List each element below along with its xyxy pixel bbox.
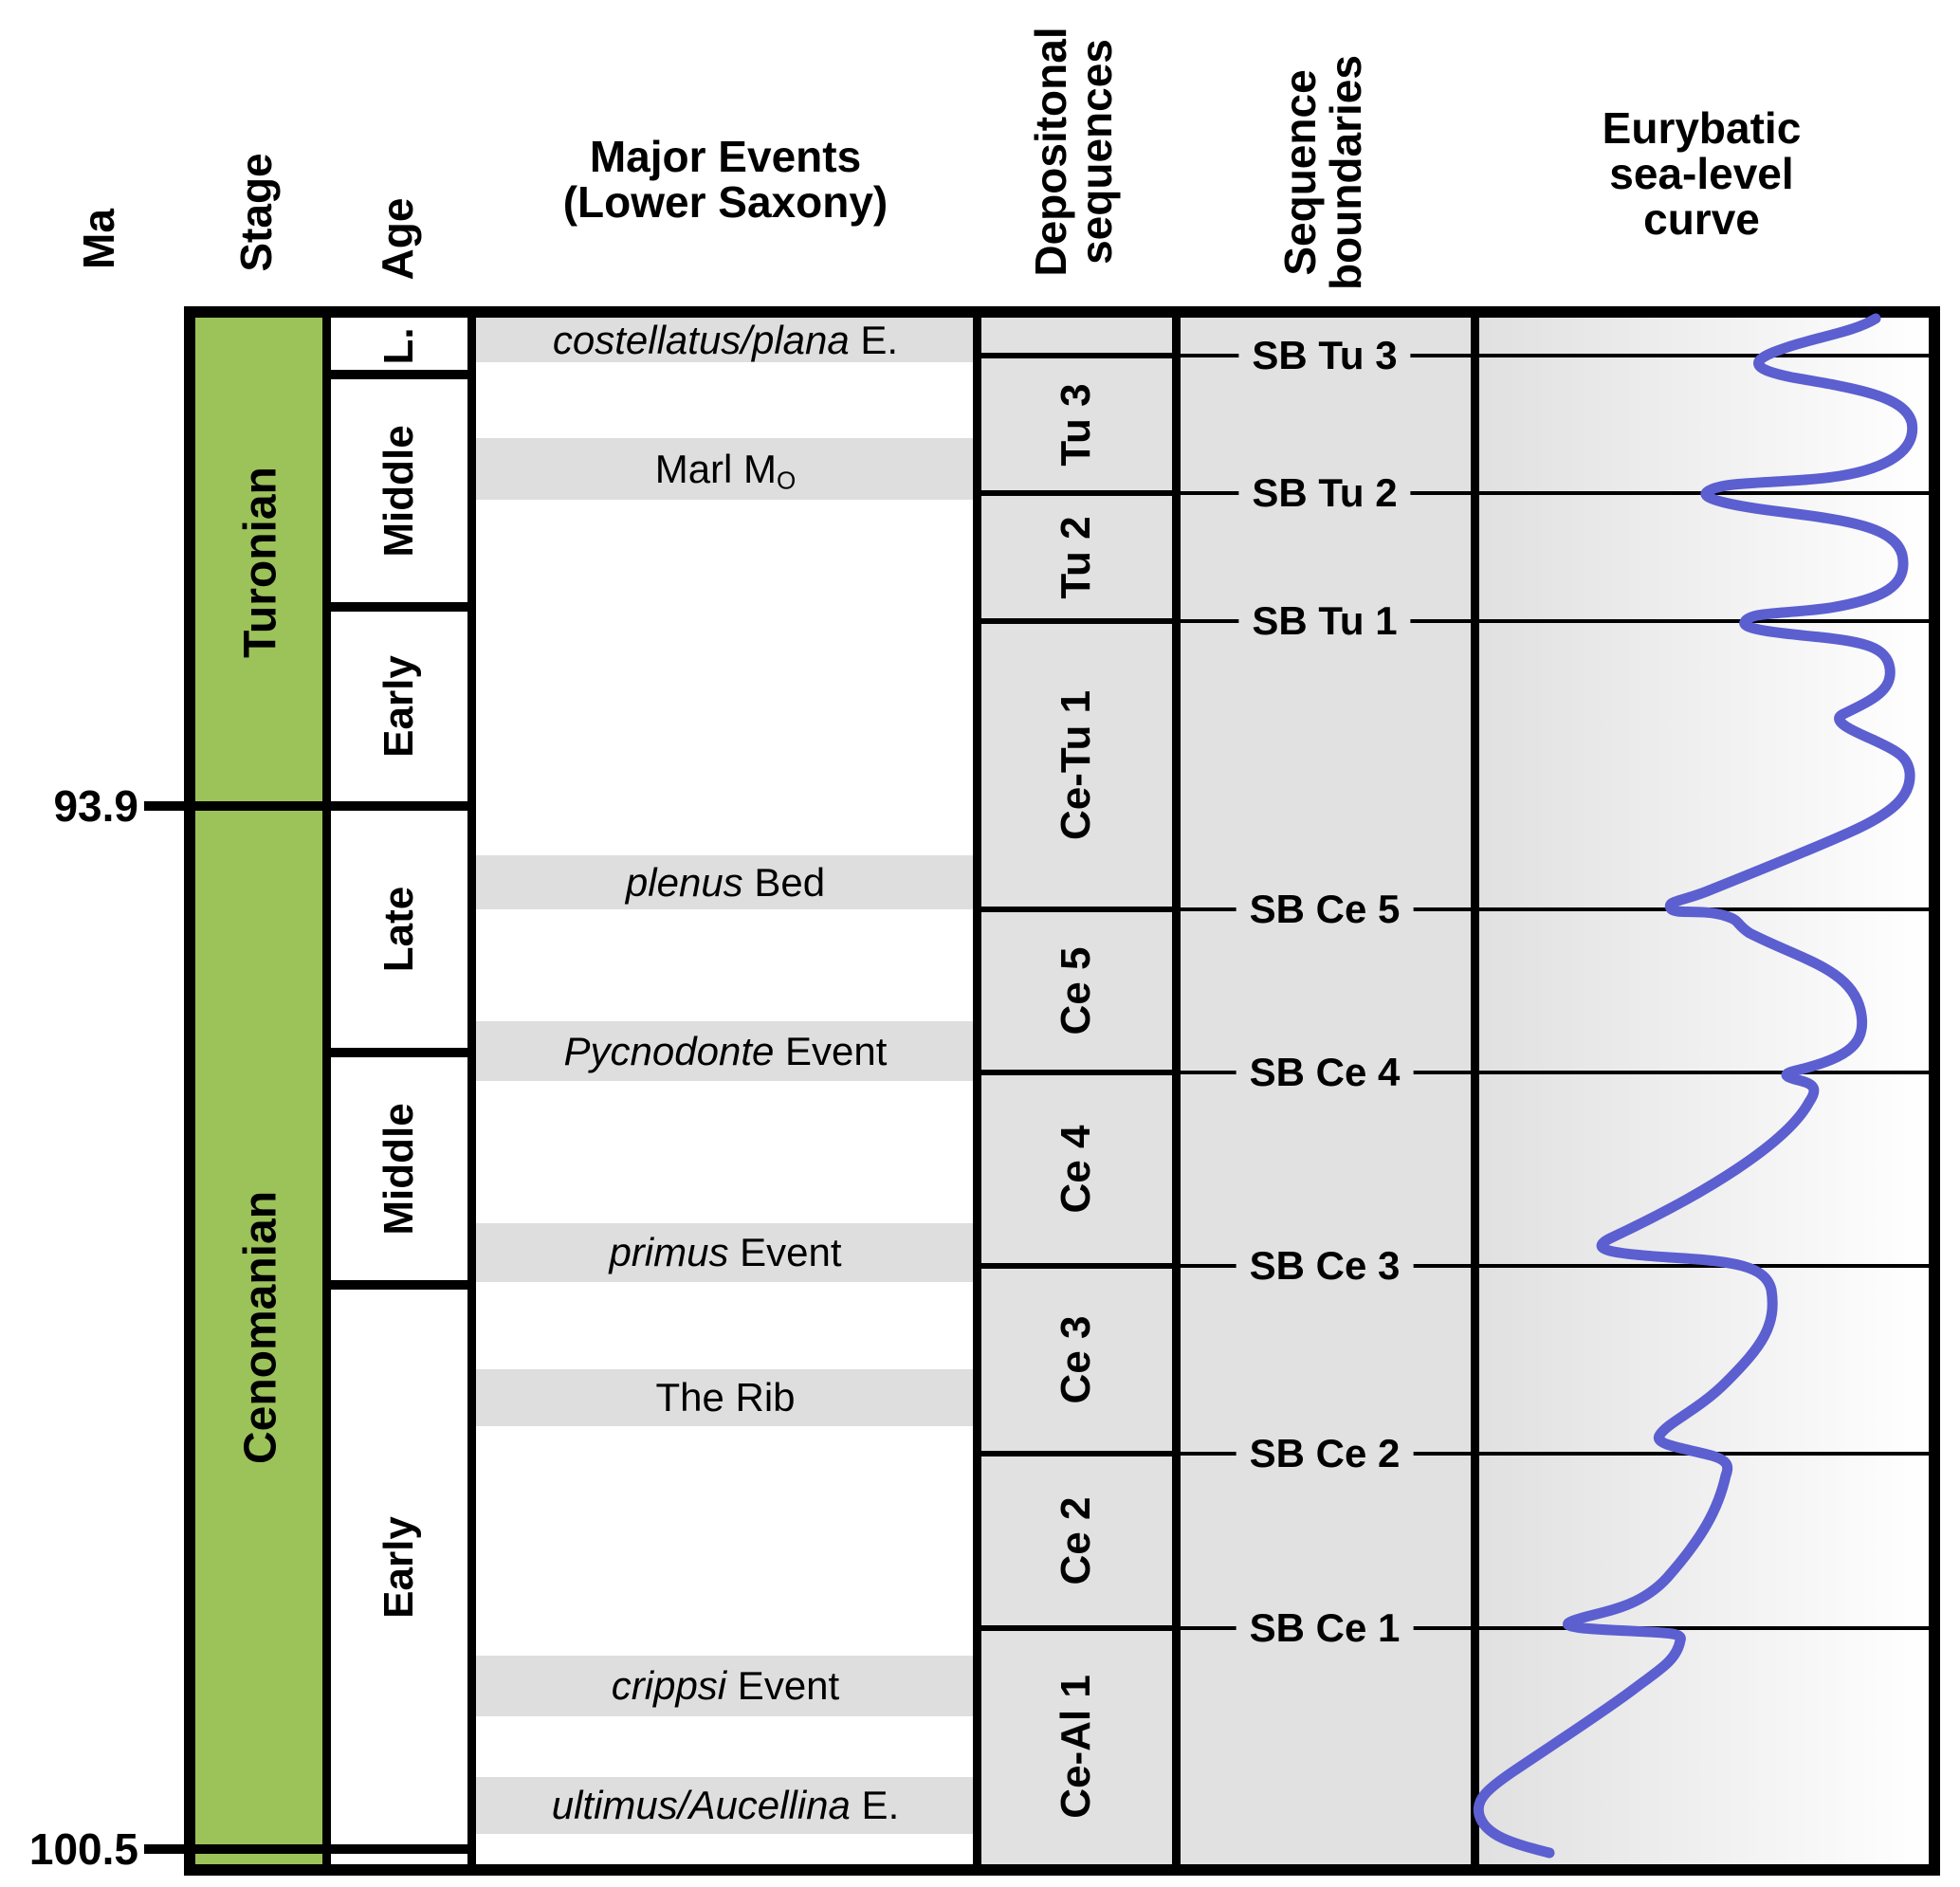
stage-column-header: Stage (231, 153, 282, 272)
sequence-boundary-label: SB Tu 3 (1238, 332, 1411, 379)
event-label: Pycnodonte Event (474, 1021, 977, 1081)
sequence-boundary-label: SB Tu 1 (1238, 597, 1411, 645)
age-boundary-line (322, 1048, 471, 1057)
sequence-cell-divider (977, 490, 1176, 496)
event-label-part: Marl M (654, 447, 778, 491)
sequence-boundary-label: SB Ce 3 (1236, 1242, 1414, 1290)
stage-cell (195, 318, 326, 806)
event-label: ultimus/Aucellina E. (474, 1777, 977, 1834)
sequence-cell-divider (977, 618, 1176, 624)
event-band (474, 1223, 977, 1282)
sequence-label: Ce 4 (1053, 1125, 1099, 1214)
event-label-part: The Rib (655, 1375, 796, 1420)
sequence-label: Ce 5 (1053, 946, 1099, 1035)
age-boundary-line (322, 602, 471, 612)
sequence-boundary-label: SB Ce 1 (1236, 1604, 1414, 1652)
age-boundary-line (322, 370, 471, 379)
event-band (474, 438, 977, 500)
event-label: Marl MO (474, 438, 977, 500)
age-label: L. (375, 327, 422, 365)
stage-cell (195, 806, 326, 1849)
sequence-label: Tu 3 (1053, 382, 1099, 467)
sequence-label: Tu 2 (1053, 515, 1099, 599)
sequence-cell-divider (977, 1451, 1176, 1456)
sequence-label: Ce 2 (1053, 1496, 1099, 1585)
sequence-boundaries-column-header: Sequence boundaries (1275, 55, 1370, 290)
sequence-cell-divider (977, 1070, 1176, 1075)
sequence-cell-divider (977, 1263, 1176, 1269)
event-band (474, 1777, 977, 1834)
event-label: costellatus/plana E. (474, 318, 977, 362)
age-boundary-line (322, 1280, 471, 1290)
event-label-part: E. (850, 1783, 900, 1827)
sequence-boundary-label: SB Ce 5 (1236, 886, 1414, 933)
sequence-boundary-label: SB Ce 4 (1236, 1049, 1414, 1096)
event-label-part: crippsi (611, 1663, 727, 1708)
stage-label: Cenomanian (235, 1190, 286, 1465)
sequence-cell-divider (977, 1625, 1176, 1631)
event-label: primus Event (474, 1223, 977, 1282)
event-label-part: plenus (625, 860, 743, 905)
age-label: Middle (375, 424, 422, 558)
age-column-header: Age (373, 197, 423, 281)
ma-tick-line (144, 801, 471, 811)
event-label-part: Event (774, 1029, 888, 1073)
sequence-label: Ce-Tu 1 (1053, 689, 1099, 841)
event-band (474, 855, 977, 909)
event-label-part: E. (849, 318, 899, 362)
column-divider (322, 318, 331, 1864)
event-label-part: ultimus/Aucellina (551, 1783, 851, 1827)
stage-label: Turonian (235, 466, 286, 658)
event-label-part: O (777, 466, 797, 495)
sequence-label: Ce-Al 1 (1053, 1674, 1099, 1819)
ma-column-header: Ma (74, 209, 124, 269)
event-label-part: Event (726, 1663, 840, 1708)
event-label-part: Event (728, 1230, 842, 1274)
column-divider (1172, 318, 1181, 1864)
ma-tick-line (144, 1844, 471, 1854)
event-label: crippsi Event (474, 1656, 977, 1716)
sequence-boundary-label: SB Tu 2 (1238, 469, 1411, 517)
ma-tick-label: 100.5 (28, 1824, 138, 1874)
age-label: Middle (375, 1102, 422, 1236)
depositional-sequences-column (977, 318, 1176, 1864)
sequence-label: Ce 3 (1053, 1315, 1099, 1404)
event-band (474, 318, 977, 362)
event-label-part: costellatus/plana (552, 318, 850, 362)
column-divider (1471, 318, 1479, 1864)
column-divider (973, 318, 981, 1864)
ma-tick-label: 93.9 (53, 781, 138, 831)
event-label: plenus Bed (474, 855, 977, 909)
event-band (474, 1021, 977, 1081)
depositional-sequences-column-header: Depositonal sequences (1026, 27, 1121, 277)
sequence-cell-divider (977, 907, 1176, 912)
event-label-part: Pycnodonte (563, 1029, 775, 1073)
event-band (474, 1656, 977, 1716)
age-label: Early (375, 655, 422, 758)
event-band (474, 1369, 977, 1426)
major-events-column-header: Major Events (Lower Saxony) (562, 132, 888, 227)
column-divider (467, 318, 476, 1864)
event-label: The Rib (474, 1369, 977, 1426)
age-label: Early (375, 1515, 422, 1619)
sequence-cell-divider (977, 353, 1176, 358)
age-label: Late (375, 886, 422, 973)
event-label-part: Bed (742, 860, 826, 905)
event-label-part: primus (609, 1230, 729, 1274)
sequence-boundary-label: SB Ce 2 (1236, 1430, 1414, 1477)
sea-level-curve-column-header: Eurybatic sea-level curve (1602, 103, 1802, 244)
